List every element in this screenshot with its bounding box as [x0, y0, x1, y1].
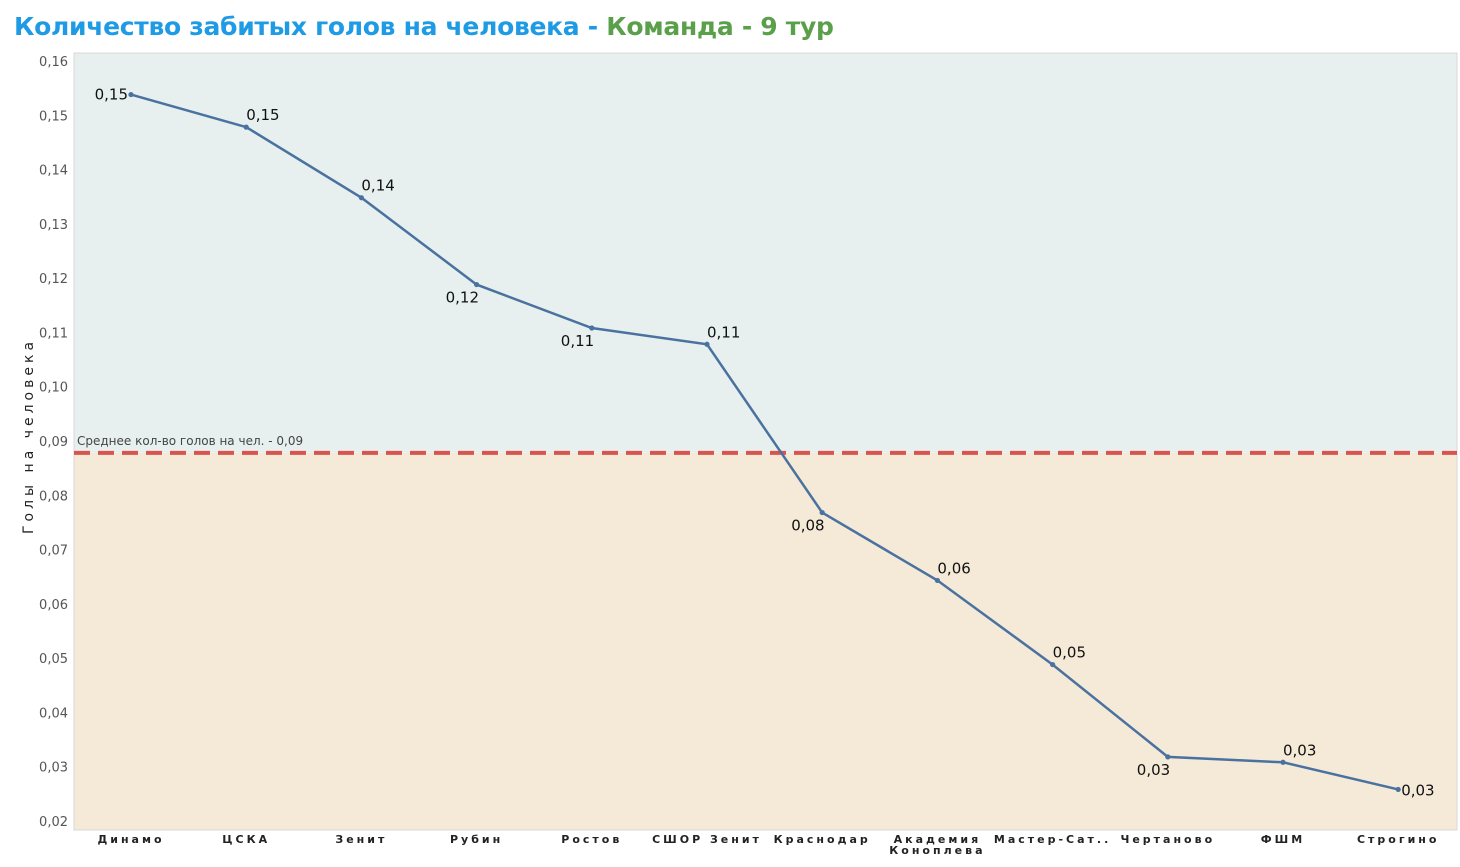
- y-tick-label: 0,11: [39, 326, 68, 341]
- y-tick-label: 0,06: [39, 598, 68, 613]
- data-label: 0,06: [937, 559, 970, 577]
- y-axis-label: Голы на человека: [21, 338, 37, 534]
- plot-frame: [73, 52, 1458, 831]
- y-tick-label: 0,03: [39, 761, 68, 776]
- data-point: [474, 281, 480, 288]
- y-tick-label: 0,07: [39, 544, 68, 559]
- data-label: 0,03: [1283, 741, 1316, 759]
- data-point: [1165, 754, 1171, 760]
- data-label: 0,14: [361, 177, 394, 195]
- chart-title-sub: Команда - 9 тур: [606, 12, 834, 41]
- data-point: [589, 325, 595, 331]
- y-tick-label: 0,13: [39, 218, 68, 233]
- chart-title-separator: -: [579, 12, 607, 41]
- x-tick-label: Рубин: [450, 833, 503, 846]
- data-label: 0,15: [95, 86, 128, 104]
- x-tick-label: Ростов: [561, 833, 622, 846]
- data-label: 0,12: [446, 289, 479, 307]
- x-tick-label: ЦСКА: [222, 833, 270, 846]
- chart-title: Количество забитых голов на человека - К…: [14, 12, 834, 41]
- y-tick-label: 0,15: [39, 109, 68, 124]
- data-labels: 0,15 0,15 0,14 0,12 0,11 0,11 0,08 0,06 0,05 0,03…: [95, 86, 1435, 800]
- reference-line-label: Среднее кол-во голов на чел. - 0,09: [77, 434, 303, 448]
- x-tick-label: Краснодар: [774, 833, 871, 846]
- y-tick-label: 0,02: [39, 815, 68, 830]
- y-tick-label: 0,09: [39, 435, 68, 450]
- band-above-average: [74, 53, 1457, 453]
- data-point: [819, 509, 825, 516]
- y-tick-label: 0,05: [39, 652, 68, 667]
- data-point: [1280, 759, 1286, 765]
- y-tick-label: 0,16: [39, 55, 68, 70]
- y-tick-label: 0,10: [39, 381, 68, 396]
- x-tick-label: Строгино: [1357, 833, 1440, 846]
- series-line: [130, 93, 1399, 791]
- y-tick-label: 0,04: [39, 706, 68, 721]
- data-label: 0,11: [707, 323, 740, 341]
- data-point: [128, 91, 134, 98]
- y-tick-label: 0,08: [39, 489, 68, 504]
- data-label: 0,11: [561, 332, 594, 350]
- x-tick-label: Мастер-Сат..: [994, 833, 1111, 846]
- y-tick-label: 0,14: [39, 164, 68, 179]
- x-tick-label: СШОР Зенит: [652, 833, 762, 846]
- data-point: [243, 124, 249, 130]
- data-point: [1050, 661, 1056, 668]
- data-label: 0,05: [1053, 644, 1086, 662]
- data-label: 0,03: [1137, 761, 1170, 779]
- data-label: 0,15: [246, 106, 279, 124]
- data-label: 0,08: [791, 517, 824, 535]
- x-tick-label: ФШМ: [1261, 833, 1305, 846]
- y-tick-label: 0,12: [39, 272, 68, 287]
- data-label: 0,03: [1401, 781, 1434, 799]
- x-axis-ticks: Динамо ЦСКА Зенит Рубин Ростов СШОР Зенит Крас…: [97, 833, 1440, 857]
- band-below-average: [74, 452, 1457, 830]
- x-tick-label: Зенит: [335, 833, 387, 846]
- data-points: [128, 91, 1401, 793]
- y-axis-ticks: 0,02 0,03 0,04 0,05 0,06 0,07 0,08 0,09 0,10 0,11…: [39, 55, 68, 830]
- data-point: [358, 195, 364, 201]
- data-point: [704, 341, 710, 347]
- chart-title-main: Количество забитых голов на человека: [14, 12, 580, 41]
- x-tick-label: Академия Коноплева: [889, 833, 985, 857]
- data-point: [1395, 786, 1401, 793]
- x-tick-label: Динамо: [97, 833, 164, 846]
- x-tick-label: Чертаново: [1120, 833, 1215, 846]
- data-point: [934, 577, 941, 584]
